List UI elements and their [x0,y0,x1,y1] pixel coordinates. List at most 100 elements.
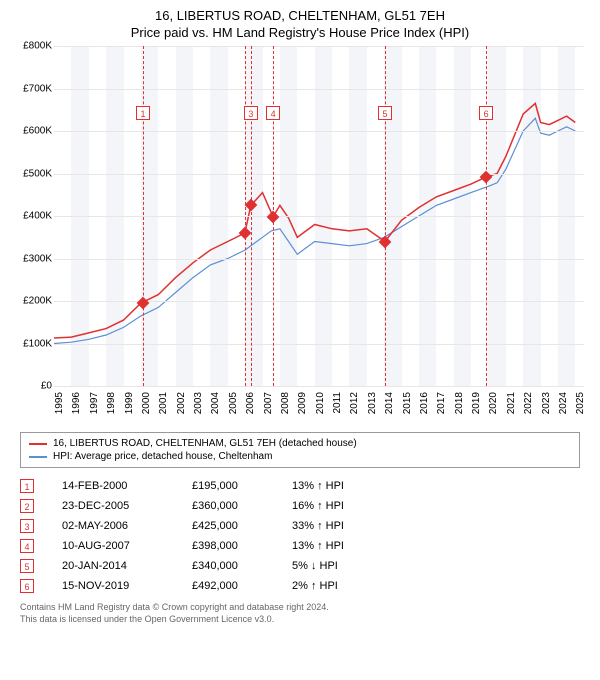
gridline [54,46,584,47]
x-tick-label: 1997 [89,392,100,414]
x-axis: 1995199619971998199920002001200220032004… [54,390,584,426]
x-tick-label: 2006 [245,392,256,414]
event-date: 23-DEC-2005 [62,500,192,512]
legend-label: 16, LIBERTUS ROAD, CHELTENHAM, GL51 7EH … [53,438,357,449]
event-date: 10-AUG-2007 [62,540,192,552]
x-tick-label: 2020 [488,392,499,414]
x-tick-label: 2017 [436,392,447,414]
x-tick-label: 2014 [384,392,395,414]
gridline [54,386,584,387]
x-tick-label: 2005 [228,392,239,414]
title-block: 16, LIBERTUS ROAD, CHELTENHAM, GL51 7EH … [10,8,590,40]
event-price: £492,000 [192,580,292,592]
event-pct: 33% ↑ HPI [292,520,392,532]
x-tick-label: 2022 [523,392,534,414]
x-tick-label: 2019 [471,392,482,414]
event-price: £195,000 [192,480,292,492]
x-tick-label: 2000 [141,392,152,414]
gridline [54,216,584,217]
event-pct: 13% ↑ HPI [292,540,392,552]
event-row: 4 10-AUG-2007£398,00013% ↑ HPI [20,536,580,556]
event-date: 15-NOV-2019 [62,580,192,592]
legend-row: 16, LIBERTUS ROAD, CHELTENHAM, GL51 7EH … [29,437,571,450]
event-price: £425,000 [192,520,292,532]
x-tick-label: 2004 [210,392,221,414]
event-number-box: 3 [244,106,258,120]
x-tick-label: 1996 [71,392,82,414]
y-tick-label: £500K [23,168,52,179]
gridline [54,89,584,90]
event-row: 5 20-JAN-2014£340,0005% ↓ HPI [20,556,580,576]
footer: Contains HM Land Registry data © Crown c… [20,602,580,625]
event-num: 3 [20,519,34,533]
event-price: £340,000 [192,560,292,572]
y-tick-label: £200K [23,296,52,307]
event-line [486,46,487,386]
y-tick-label: £400K [23,211,52,222]
y-tick-label: £700K [23,83,52,94]
x-tick-label: 2008 [280,392,291,414]
x-tick-label: 2021 [506,392,517,414]
y-tick-label: £800K [23,41,52,52]
gridline [54,301,584,302]
event-num: 1 [20,479,34,493]
gridline [54,174,584,175]
x-tick-label: 1998 [106,392,117,414]
x-tick-label: 1995 [54,392,65,414]
event-number-box: 1 [136,106,150,120]
x-tick-label: 2015 [402,392,413,414]
event-row: 1 14-FEB-2000£195,00013% ↑ HPI [20,476,580,496]
event-row: 6 15-NOV-2019£492,0002% ↑ HPI [20,576,580,596]
y-tick-label: £600K [23,126,52,137]
x-tick-label: 2010 [315,392,326,414]
y-tick-label: £0 [41,381,52,392]
event-price: £398,000 [192,540,292,552]
event-date: 14-FEB-2000 [62,480,192,492]
event-num: 6 [20,579,34,593]
x-tick-label: 2007 [263,392,274,414]
event-row: 223-DEC-2005£360,00016% ↑ HPI [20,496,580,516]
plot-area: 13456 [54,46,584,386]
title-sub: Price paid vs. HM Land Registry's House … [10,25,590,40]
event-pct: 13% ↑ HPI [292,480,392,492]
event-pct: 5% ↓ HPI [292,560,392,572]
legend-swatch [29,443,47,445]
x-tick-label: 2001 [158,392,169,414]
title-main: 16, LIBERTUS ROAD, CHELTENHAM, GL51 7EH [10,8,590,23]
event-pct: 2% ↑ HPI [292,580,392,592]
series-line [54,118,575,343]
legend-label: HPI: Average price, detached house, Chel… [53,451,272,462]
x-tick-label: 2013 [367,392,378,414]
event-price: £360,000 [192,500,292,512]
event-num: 5 [20,559,34,573]
x-tick-label: 2012 [349,392,360,414]
x-tick-label: 2002 [176,392,187,414]
x-tick-label: 2016 [419,392,430,414]
legend-swatch [29,456,47,458]
legend: 16, LIBERTUS ROAD, CHELTENHAM, GL51 7EH … [20,432,580,468]
event-pct: 16% ↑ HPI [292,500,392,512]
event-number-box: 6 [479,106,493,120]
event-line [251,46,252,386]
series-line [54,103,575,338]
y-tick-label: £300K [23,253,52,264]
gridline [54,131,584,132]
event-line [385,46,386,386]
event-number-box: 5 [378,106,392,120]
event-line [143,46,144,386]
legend-row: HPI: Average price, detached house, Chel… [29,450,571,463]
y-tick-label: £100K [23,338,52,349]
footer-line: This data is licensed under the Open Gov… [20,614,580,626]
event-line [245,46,246,386]
chart: £0£100K£200K£300K£400K£500K£600K£700K£80… [10,46,590,426]
y-axis: £0£100K£200K£300K£400K£500K£600K£700K£80… [10,46,54,386]
event-num: 4 [20,539,34,553]
footer-line: Contains HM Land Registry data © Crown c… [20,602,580,614]
event-date: 20-JAN-2014 [62,560,192,572]
event-date: 02-MAY-2006 [62,520,192,532]
x-tick-label: 2024 [558,392,569,414]
gridline [54,259,584,260]
x-tick-label: 2011 [332,392,343,414]
gridline [54,344,584,345]
event-row: 3 02-MAY-2006£425,00033% ↑ HPI [20,516,580,536]
